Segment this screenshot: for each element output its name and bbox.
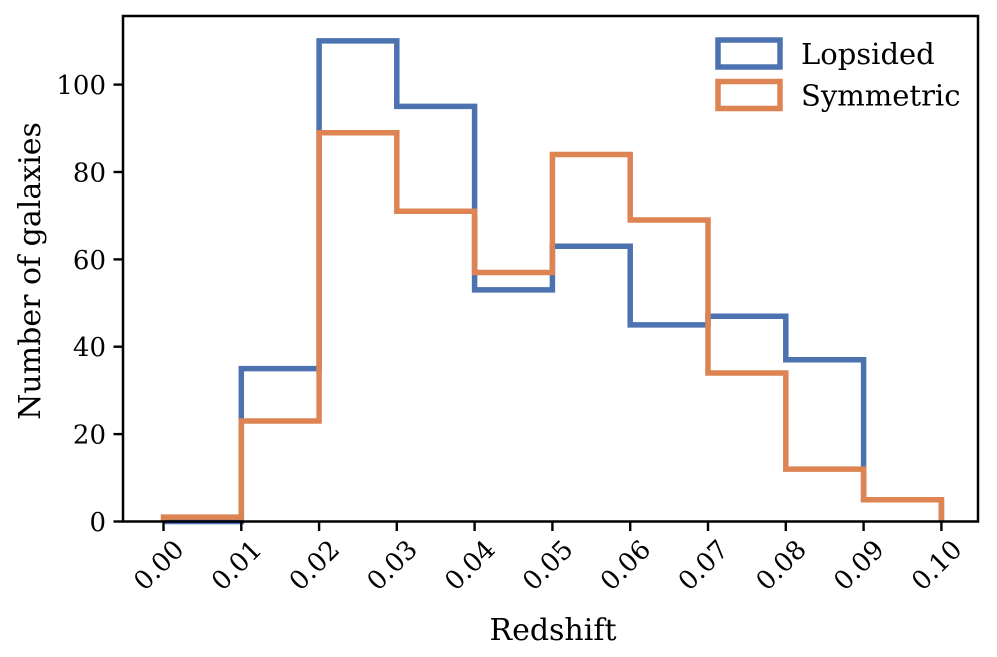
legend-swatch-lopsided bbox=[715, 37, 783, 70]
y-tick-label: 100 bbox=[56, 71, 106, 101]
legend-swatch-symmetric bbox=[715, 78, 783, 112]
series-group bbox=[160, 38, 945, 525]
y-tick-label: 60 bbox=[73, 246, 106, 276]
x-tick-label: 0.05 bbox=[517, 535, 579, 597]
x-tick-label: 0.07 bbox=[673, 535, 735, 597]
x-tick-label: 0.03 bbox=[362, 535, 424, 597]
y-axis-label: Number of galaxies bbox=[13, 122, 48, 420]
x-axis-label: Redshift bbox=[489, 613, 616, 648]
x-tick-label: 0.04 bbox=[439, 535, 501, 597]
legend-item-symmetric: Symmetric bbox=[715, 78, 960, 113]
y-axis: 0 20 40 60 80 100 bbox=[56, 71, 123, 538]
x-tick-label: 0.06 bbox=[595, 535, 657, 597]
x-tick-label: 0.09 bbox=[828, 535, 890, 597]
legend: Lopsided Symmetric bbox=[715, 37, 960, 113]
x-tick-label: 0.01 bbox=[206, 535, 268, 597]
y-tick-label: 40 bbox=[73, 333, 106, 363]
legend-label-symmetric: Symmetric bbox=[801, 79, 960, 113]
x-tick-label: 0.10 bbox=[906, 535, 968, 597]
y-tick-label: 0 bbox=[89, 508, 106, 538]
series-lopsided-line bbox=[163, 38, 945, 525]
y-tick-label: 20 bbox=[73, 421, 106, 451]
x-tick-label: 0.02 bbox=[284, 535, 346, 597]
x-tick-label: 0.08 bbox=[751, 535, 813, 597]
legend-item-lopsided: Lopsided bbox=[715, 37, 935, 71]
x-axis: 0.00 0.01 0.02 0.03 0.04 0.05 0.06 0.07 0.08 0.09… bbox=[128, 521, 968, 597]
y-tick-label: 80 bbox=[73, 159, 106, 189]
x-tick-label: 0.00 bbox=[128, 535, 190, 597]
plot-area-frame bbox=[121, 14, 980, 523]
series-symmetric-line bbox=[160, 129, 945, 522]
legend-label-lopsided: Lopsided bbox=[801, 37, 935, 71]
